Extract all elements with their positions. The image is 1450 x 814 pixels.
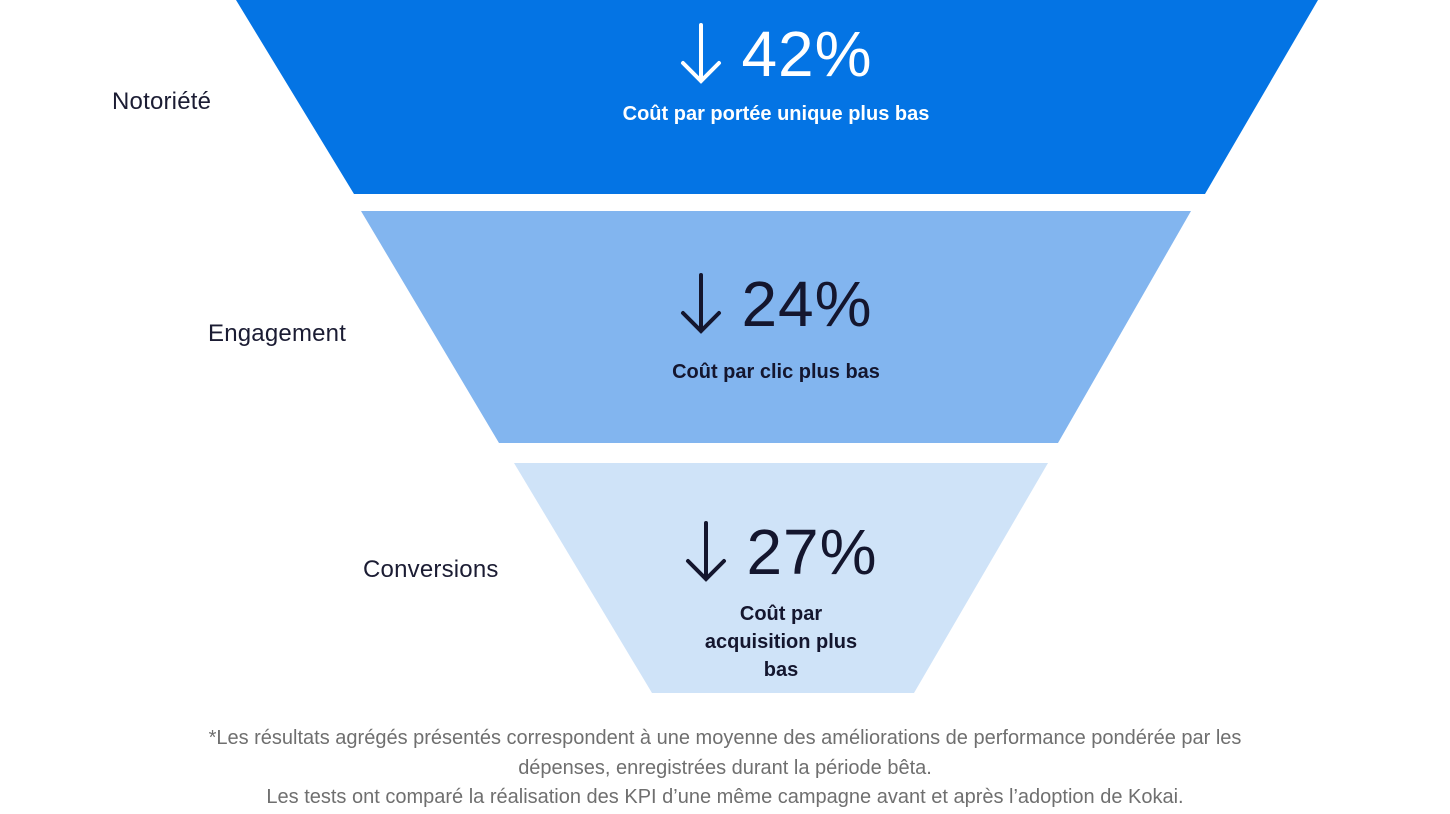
metric-engagement: 24% Coût par clic plus bas bbox=[560, 272, 992, 386]
footnote-line-2: dépenses, enregistrées durant la période… bbox=[518, 756, 932, 779]
metric-description-line: bas bbox=[763, 659, 799, 681]
arrow-down-icon bbox=[686, 521, 727, 582]
footnote-line-3: Les tests ont comparé la réalisation des… bbox=[266, 786, 1184, 808]
metric-description: Coût par portée unique plus bas bbox=[622, 103, 930, 125]
metric-description-line: Coût par bbox=[739, 603, 823, 625]
funnel-stage-awareness bbox=[236, 0, 1318, 194]
metric-percent: 42% bbox=[741, 18, 873, 90]
arrow-down-icon bbox=[681, 273, 722, 334]
footnote-line-1: *Les résultats agrégés présentés corresp… bbox=[208, 727, 1242, 749]
stage-label-conversions: Conversions bbox=[363, 556, 499, 583]
metric-conversions: 27% Coût par acquisition plus bas bbox=[565, 520, 997, 684]
funnel-stage-engagement bbox=[361, 211, 1191, 443]
metric-awareness: 42% Coût par portée unique plus bas bbox=[560, 22, 992, 128]
metric-percent: 24% bbox=[741, 268, 873, 340]
footnote: *Les résultats agrégés présentés corresp… bbox=[0, 724, 1450, 813]
stage-label-awareness: Notoriété bbox=[112, 88, 212, 115]
metric-description: Coût par acquisition plus bas bbox=[565, 600, 997, 684]
metric-description-line: acquisition plus bbox=[704, 631, 858, 653]
arrow-down-icon bbox=[681, 23, 722, 84]
funnel-stage-conversions bbox=[514, 463, 1048, 693]
metric-description: Coût par clic plus bas bbox=[672, 361, 880, 383]
stage-label-engagement: Engagement bbox=[208, 320, 347, 347]
metric-percent: 27% bbox=[746, 516, 878, 588]
